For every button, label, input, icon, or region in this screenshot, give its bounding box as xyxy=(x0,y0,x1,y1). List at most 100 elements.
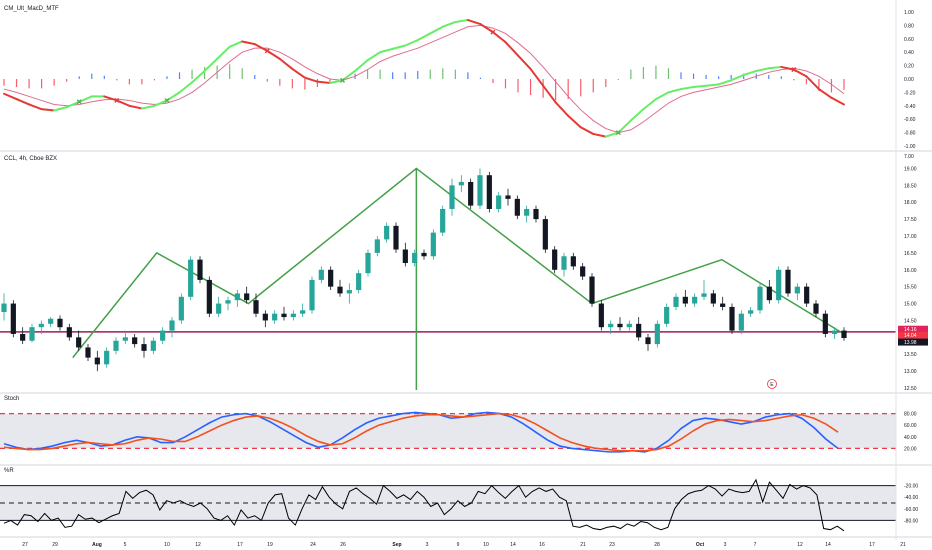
candle-body xyxy=(561,256,567,270)
macd-line-segment xyxy=(15,98,31,106)
candle-body xyxy=(48,318,54,324)
candle-body xyxy=(794,286,800,294)
price-label-text: 13.98 xyxy=(904,340,917,346)
x-tick-label: 29 xyxy=(52,542,58,548)
x-tick-label: 24 xyxy=(310,542,316,548)
price-y-tick: 16.50 xyxy=(904,251,917,257)
x-tick-label: 10 xyxy=(483,542,489,548)
macd-line-segment xyxy=(241,40,256,46)
macd-histogram-bar xyxy=(153,79,156,81)
candle-body xyxy=(262,313,268,321)
candle-body xyxy=(356,273,362,291)
macd-histogram-bar xyxy=(103,75,105,79)
candle-body xyxy=(468,181,474,206)
candle-body xyxy=(514,198,520,216)
candle-body xyxy=(104,350,110,365)
macd-y-tick: 0.40 xyxy=(904,50,914,56)
candle-body xyxy=(701,293,707,297)
candle-body xyxy=(328,269,334,287)
candle-body xyxy=(38,323,44,328)
candle-body xyxy=(337,286,343,294)
candle-body xyxy=(384,225,390,240)
macd-y-tick: 0.20 xyxy=(904,64,914,70)
macd-line-segment xyxy=(391,44,407,50)
macd-line-segment xyxy=(554,101,570,117)
price-label-text: 14.16 xyxy=(904,327,917,333)
macd-histogram-bar xyxy=(241,68,243,79)
macd-cross-marker xyxy=(490,29,496,35)
candle-body xyxy=(20,333,26,341)
macd-line-segment xyxy=(216,45,231,60)
candle-body xyxy=(309,279,315,311)
candle-body xyxy=(720,303,726,307)
candle-body xyxy=(598,303,604,328)
candle-body xyxy=(346,290,352,294)
price-y-tick: 18.50 xyxy=(904,183,917,189)
macd-histogram-bar xyxy=(592,79,594,93)
candle-body xyxy=(813,303,819,314)
x-tick-label: Aug xyxy=(92,542,102,548)
candle-body xyxy=(822,313,828,334)
x-tick-label: 26 xyxy=(340,542,346,548)
macd-line-segment xyxy=(830,96,845,106)
macd-line-segment xyxy=(542,84,557,104)
macd-histogram-bar xyxy=(404,72,406,79)
x-tick-label: 5 xyxy=(124,542,127,548)
macd-line-segment xyxy=(454,19,469,24)
stoch-title: Stoch xyxy=(4,396,19,402)
x-tick-label: 21 xyxy=(900,542,906,548)
candle-body xyxy=(486,175,492,209)
x-tick-label: 14 xyxy=(825,542,831,548)
macd-histogram-bar xyxy=(203,66,206,79)
macd-histogram-bar xyxy=(392,72,394,79)
candle-body xyxy=(729,306,735,331)
candle-body xyxy=(206,279,212,314)
price-y-tick: 12.50 xyxy=(904,386,917,392)
williams-y-tick: -80.00 xyxy=(904,518,918,524)
price-y-tick: 17.00 xyxy=(904,234,917,240)
price-y-tick: 15.00 xyxy=(904,302,917,308)
macd-line-segment xyxy=(354,59,369,72)
macd-line-segment xyxy=(817,88,833,99)
macd-line-segment xyxy=(730,73,745,82)
macd-line-segment xyxy=(717,79,733,86)
macd-y-tick: 0.80 xyxy=(904,23,914,29)
candle-body xyxy=(197,259,203,280)
macd-histogram-bar xyxy=(667,68,670,79)
x-tick-label: 16 xyxy=(539,542,545,548)
macd-y-tick: 1.00 xyxy=(904,10,914,16)
candle-body xyxy=(66,327,72,338)
x-tick-label: 14 xyxy=(510,542,516,548)
macd-line-segment xyxy=(504,41,520,57)
macd-line-segment xyxy=(3,92,18,101)
x-tick-label: 12 xyxy=(797,542,803,548)
macd-signal-line xyxy=(3,24,845,134)
macd-line-segment xyxy=(680,86,695,91)
macd-line-segment xyxy=(40,108,56,112)
macd-histogram-bar xyxy=(254,74,256,79)
macd-histogram-bar xyxy=(66,79,68,82)
williams-r-line xyxy=(3,478,845,532)
x-tick-label: 28 xyxy=(654,542,660,548)
candle-body xyxy=(290,313,296,318)
macd-line-segment xyxy=(53,106,68,112)
macd-line-segment xyxy=(316,80,331,85)
candle-body xyxy=(654,323,660,345)
macd-cross-marker xyxy=(264,48,270,54)
macd-histogram-bar xyxy=(504,79,507,89)
macd-line-segment xyxy=(203,57,219,72)
candle-body xyxy=(318,269,324,280)
candle-body xyxy=(692,296,698,304)
macd-line-segment xyxy=(379,47,394,54)
stoch-pane: Stoch 80.00 60.00 40.00 20.00 xyxy=(0,396,917,453)
candle-body xyxy=(365,252,371,274)
candle-body xyxy=(636,323,642,338)
candle-body xyxy=(430,232,436,257)
macd-histogram-bar xyxy=(78,76,80,79)
macd-line-segment xyxy=(416,32,432,42)
x-tick-label: 19 xyxy=(267,542,273,548)
macd-line-segment xyxy=(441,21,457,28)
macd-y-tick: -0.40 xyxy=(904,104,916,110)
macd-histogram-bar xyxy=(567,79,569,100)
macd-line-segment xyxy=(303,76,319,83)
